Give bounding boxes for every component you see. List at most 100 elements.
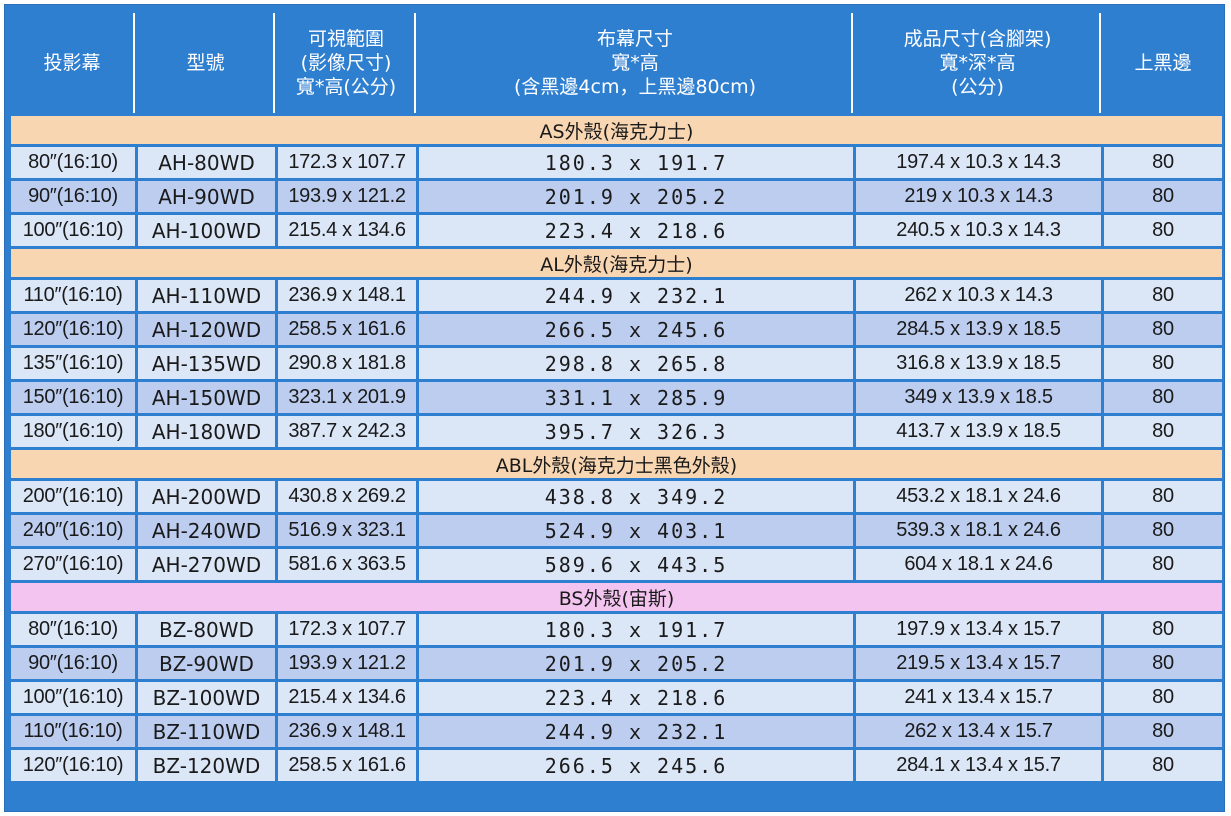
table-row: 110″(16:10) BZ-110WD 236.9 x 148.1 244.9 x … [11, 716, 1222, 747]
cell-model: AH-110WD [138, 280, 275, 311]
cell-screen-size: 244.9 x 232.1 [419, 716, 853, 747]
cell-screen-size: 266.5 x 245.6 [419, 314, 853, 345]
cell-model: BZ-80WD [138, 614, 275, 645]
cell-top-border: 80 [1104, 215, 1222, 246]
section-title: AL外殼(海克力士) [11, 249, 1222, 277]
cell-top-border: 80 [1104, 416, 1222, 447]
cell-model: AH-180WD [138, 416, 275, 447]
cell-screen: 90″(16:10) [11, 648, 135, 679]
cell-screen: 150″(16:10) [11, 382, 135, 413]
cell-screen-size: 223.4 x 218.6 [419, 215, 853, 246]
cell-top-border: 80 [1104, 348, 1222, 379]
header-row: 投影幕 型號 可視範圍 (影像尺寸) 寬*高(公分) 布幕尺寸 寬*高 (含黑邊… [11, 13, 1222, 113]
header-screen-text: 投影幕 [43, 52, 101, 74]
cell-screen-size: 524.9 x 403.1 [419, 515, 853, 546]
cell-screen: 90″(16:10) [11, 181, 135, 212]
cell-product-size: 240.5 x 10.3 x 14.3 [856, 215, 1101, 246]
cell-top-border: 80 [1104, 382, 1222, 413]
cell-model: BZ-90WD [138, 648, 275, 679]
cell-top-border: 80 [1104, 614, 1222, 645]
spec-table: 投影幕 型號 可視範圍 (影像尺寸) 寬*高(公分) 布幕尺寸 寬*高 (含黑邊… [8, 10, 1225, 784]
cell-top-border: 80 [1104, 648, 1222, 679]
cell-product-size: 453.2 x 18.1 x 24.6 [856, 481, 1101, 512]
cell-model: AH-80WD [138, 147, 275, 178]
cell-product-size: 262 x 13.4 x 15.7 [856, 716, 1101, 747]
cell-screen: 135″(16:10) [11, 348, 135, 379]
cell-product-size: 539.3 x 18.1 x 24.6 [856, 515, 1101, 546]
header-model-text: 型號 [186, 52, 225, 74]
cell-product-size: 241 x 13.4 x 15.7 [856, 682, 1101, 713]
section-row: AL外殼(海克力士) [11, 249, 1222, 277]
cell-model: AH-240WD [138, 515, 275, 546]
table-row: 100″(16:10) AH-100WD 215.4 x 134.6 223.4 x … [11, 215, 1222, 246]
cell-viewable-area: 290.8 x 181.8 [278, 348, 416, 379]
cell-viewable-area: 581.6 x 363.5 [278, 549, 416, 580]
cell-viewable-area: 236.9 x 148.1 [278, 280, 416, 311]
table-row: 80″(16:10) AH-80WD 172.3 x 107.7 180.3 x 19… [11, 147, 1222, 178]
cell-viewable-area: 236.9 x 148.1 [278, 716, 416, 747]
cell-top-border: 80 [1104, 515, 1222, 546]
cell-model: AH-90WD [138, 181, 275, 212]
cell-screen-size: 180.3 x 191.7 [419, 147, 853, 178]
cell-viewable-area: 258.5 x 161.6 [278, 750, 416, 781]
cell-model: BZ-100WD [138, 682, 275, 713]
cell-screen: 80″(16:10) [11, 614, 135, 645]
cell-model: AH-120WD [138, 314, 275, 345]
header-viewable-area: 可視範圍 (影像尺寸) 寬*高(公分) [278, 13, 416, 113]
header-top-border: 上黑邊 [1104, 13, 1222, 113]
table-row: 135″(16:10) AH-135WD 290.8 x 181.8 298.8 x … [11, 348, 1222, 379]
section-row: AS外殼(海克力士) [11, 116, 1222, 144]
cell-screen: 110″(16:10) [11, 716, 135, 747]
cell-screen: 120″(16:10) [11, 314, 135, 345]
cell-viewable-area: 323.1 x 201.9 [278, 382, 416, 413]
header-screen-size-text: 布幕尺寸 寬*高 (含黑邊4cm，上黑邊80cm) [514, 28, 756, 98]
cell-top-border: 80 [1104, 314, 1222, 345]
cell-product-size: 413.7 x 13.9 x 18.5 [856, 416, 1101, 447]
header-product-size-text: 成品尺寸(含腳架) 寬*深*高 (公分) [903, 28, 1052, 98]
table-row: 150″(16:10) AH-150WD 323.1 x 201.9 331.1 x … [11, 382, 1222, 413]
cell-model: AH-270WD [138, 549, 275, 580]
cell-product-size: 219 x 10.3 x 14.3 [856, 181, 1101, 212]
cell-screen-size: 201.9 x 205.2 [419, 648, 853, 679]
cell-screen-size: 395.7 x 326.3 [419, 416, 853, 447]
cell-top-border: 80 [1104, 481, 1222, 512]
cell-viewable-area: 193.9 x 121.2 [278, 181, 416, 212]
table-row: 120″(16:10) AH-120WD 258.5 x 161.6 266.5 x … [11, 314, 1222, 345]
table-row: 270″(16:10) AH-270WD 581.6 x 363.5 589.6 x … [11, 549, 1222, 580]
spec-table-body: AS外殼(海克力士) 80″(16:10) AH-80WD 172.3 x 107.7… [11, 116, 1222, 781]
cell-top-border: 80 [1104, 549, 1222, 580]
cell-viewable-area: 215.4 x 134.6 [278, 215, 416, 246]
cell-model: AH-100WD [138, 215, 275, 246]
table-row: 90″(16:10) AH-90WD 193.9 x 121.2 201.9 x 20… [11, 181, 1222, 212]
cell-product-size: 284.1 x 13.4 x 15.7 [856, 750, 1101, 781]
cell-product-size: 197.9 x 13.4 x 15.7 [856, 614, 1101, 645]
header-viewable-area-text: 可視範圍 (影像尺寸) 寬*高(公分) [295, 28, 397, 98]
cell-top-border: 80 [1104, 147, 1222, 178]
header-product-size: 成品尺寸(含腳架) 寬*深*高 (公分) [856, 13, 1101, 113]
table-row: 100″(16:10) BZ-100WD 215.4 x 134.6 223.4 x … [11, 682, 1222, 713]
cell-screen-size: 266.5 x 245.6 [419, 750, 853, 781]
cell-top-border: 80 [1104, 750, 1222, 781]
cell-viewable-area: 258.5 x 161.6 [278, 314, 416, 345]
cell-top-border: 80 [1104, 682, 1222, 713]
cell-viewable-area: 215.4 x 134.6 [278, 682, 416, 713]
cell-screen: 240″(16:10) [11, 515, 135, 546]
cell-model: BZ-110WD [138, 716, 275, 747]
spec-table-frame: 投影幕 型號 可視範圍 (影像尺寸) 寬*高(公分) 布幕尺寸 寬*高 (含黑邊… [4, 4, 1225, 812]
cell-screen-size: 331.1 x 285.9 [419, 382, 853, 413]
cell-model: AH-135WD [138, 348, 275, 379]
cell-product-size: 604 x 18.1 x 24.6 [856, 549, 1101, 580]
cell-screen-size: 438.8 x 349.2 [419, 481, 853, 512]
cell-screen: 110″(16:10) [11, 280, 135, 311]
cell-viewable-area: 430.8 x 269.2 [278, 481, 416, 512]
cell-screen: 180″(16:10) [11, 416, 135, 447]
section-row: ABL外殼(海克力士黑色外殼) [11, 450, 1222, 478]
cell-screen: 200″(16:10) [11, 481, 135, 512]
section-row: BS外殼(宙斯) [11, 583, 1222, 611]
cell-viewable-area: 172.3 x 107.7 [278, 147, 416, 178]
section-title: AS外殼(海克力士) [11, 116, 1222, 144]
cell-product-size: 197.4 x 10.3 x 14.3 [856, 147, 1101, 178]
cell-screen-size: 201.9 x 205.2 [419, 181, 853, 212]
cell-viewable-area: 387.7 x 242.3 [278, 416, 416, 447]
cell-model: AH-200WD [138, 481, 275, 512]
